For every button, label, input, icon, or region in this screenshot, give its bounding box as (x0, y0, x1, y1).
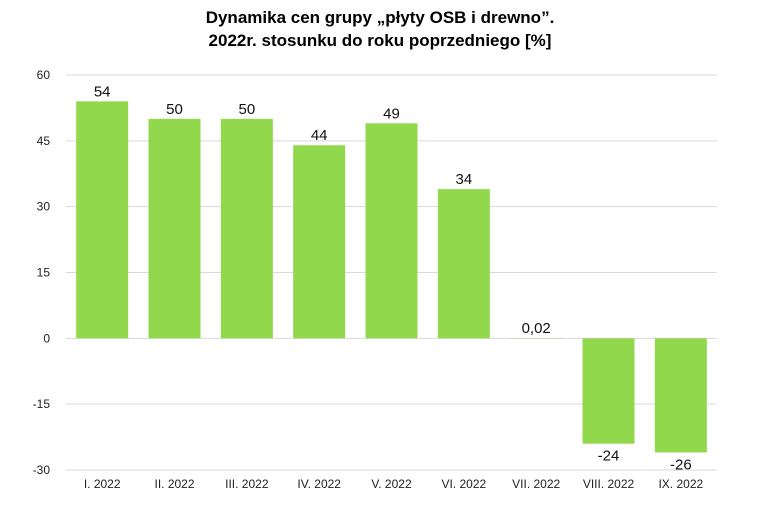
y-tick-label: 0 (43, 331, 50, 345)
y-tick-label: -30 (33, 463, 51, 477)
bar (654, 338, 707, 453)
data-label: 49 (383, 105, 400, 122)
y-tick-label: -15 (33, 397, 51, 411)
y-tick-label: 30 (37, 200, 51, 214)
y-tick-label: 15 (37, 266, 51, 280)
x-tick-label: IX. 2022 (658, 477, 703, 491)
data-label: 44 (311, 127, 328, 144)
y-tick-label: 45 (37, 134, 51, 148)
x-tick-label: III. 2022 (225, 477, 269, 491)
data-label: 0,02 (522, 320, 551, 337)
chart-title: Dynamika cen grupy „płyty OSB i drewno”. (205, 8, 555, 27)
x-tick-label: V. 2022 (371, 477, 412, 491)
x-tick-label: I. 2022 (84, 477, 121, 491)
bar (437, 189, 490, 339)
data-label: -24 (598, 448, 620, 465)
data-label: -26 (670, 456, 692, 473)
bar (582, 338, 635, 444)
x-tick-label: IV. 2022 (297, 477, 341, 491)
bar (293, 145, 346, 339)
bar (365, 123, 418, 339)
bar (76, 101, 129, 339)
x-tick-label: VIII. 2022 (583, 477, 635, 491)
x-tick-label: VII. 2022 (512, 477, 560, 491)
x-tick-label: VI. 2022 (441, 477, 486, 491)
x-tick-label: II. 2022 (154, 477, 194, 491)
y-tick-label: 60 (37, 68, 51, 82)
data-label: 54 (94, 83, 111, 100)
data-label: 50 (166, 101, 183, 118)
bar (220, 118, 273, 339)
chart-subtitle: 2022r. stosunku do roku poprzedniego [%] (208, 31, 552, 50)
data-label: 34 (455, 171, 472, 188)
data-label: 50 (238, 101, 255, 118)
bar (148, 118, 201, 339)
